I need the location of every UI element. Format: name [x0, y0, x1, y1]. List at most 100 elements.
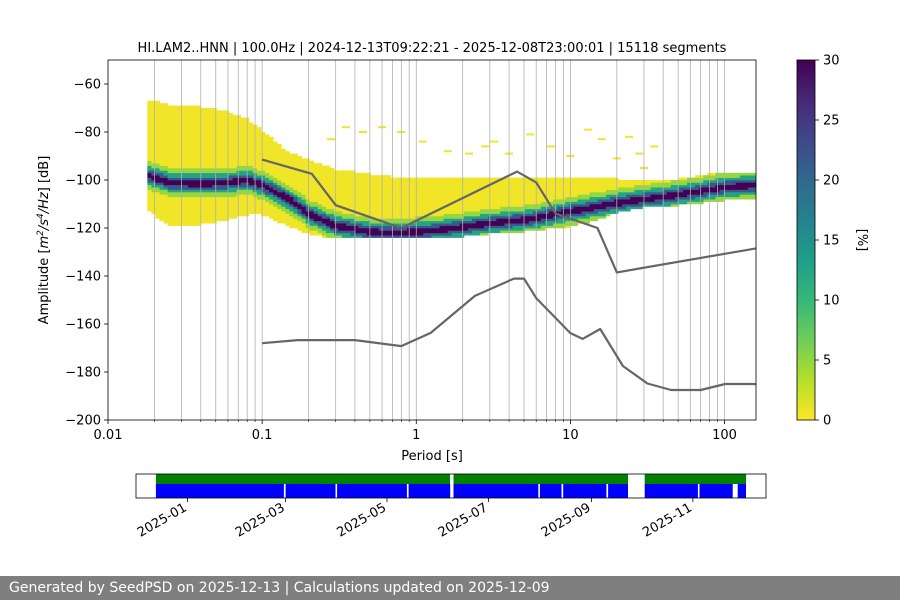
availability-date-ticks: 2025-01 2025-03 2025-05 2025-07 2025-09 2025-… — [135, 498, 695, 541]
psd-cell — [557, 204, 562, 207]
psd-cell — [378, 194, 384, 198]
psd-cell — [147, 168, 152, 171]
psd-cell — [467, 230, 473, 234]
psd-cell — [248, 208, 254, 212]
psd-cell — [281, 218, 286, 222]
psd-cell — [240, 192, 246, 195]
psd-cell — [358, 216, 363, 219]
psd-cell — [204, 218, 209, 222]
psd-cell — [463, 206, 469, 210]
psd-cell — [451, 192, 457, 195]
psd-cell — [362, 216, 367, 219]
psd-cell — [301, 218, 306, 222]
psd-cell — [232, 139, 238, 142]
psd-cell — [366, 187, 371, 190]
psd-cell — [419, 192, 424, 195]
psd-cell — [443, 232, 449, 236]
psd-cell — [390, 189, 396, 193]
psd-cell — [402, 223, 408, 226]
psd-cell — [260, 134, 266, 138]
psd-cell — [151, 122, 156, 126]
psd-cell — [228, 201, 233, 205]
psd-cell — [204, 187, 209, 190]
psd-cell — [317, 172, 323, 176]
psd-cell — [248, 136, 254, 140]
psd-cell — [362, 206, 367, 210]
psd-cell — [350, 218, 355, 222]
psd-cell — [719, 180, 724, 183]
psd-cell — [747, 177, 753, 181]
psd-cell — [313, 189, 319, 193]
psd-cell — [325, 235, 331, 238]
psd-cell — [248, 141, 254, 145]
psd-cell — [419, 213, 424, 217]
psd-cell — [593, 177, 599, 181]
psd-cell — [402, 208, 408, 212]
psd-cell — [577, 182, 582, 186]
psd-cell — [224, 172, 229, 176]
psd-cell — [216, 216, 221, 219]
psd-cell — [191, 110, 197, 114]
psd-cell — [309, 228, 315, 231]
psd-cell — [394, 206, 400, 210]
psd-cell — [191, 182, 197, 186]
psd-cell — [743, 180, 749, 183]
psd-cell — [155, 165, 160, 169]
psd-cell — [419, 196, 424, 200]
psd-cell — [167, 151, 173, 154]
psd-cell — [439, 194, 444, 198]
psd-cell — [581, 213, 586, 217]
psd-cell — [159, 144, 164, 147]
psd-outlier — [465, 152, 473, 155]
psd-cell — [163, 120, 169, 123]
psd-cell — [467, 201, 473, 205]
psd-cell — [670, 201, 676, 205]
psd-cell — [443, 189, 449, 193]
psd-cell — [159, 110, 164, 114]
psd-cell — [386, 211, 392, 214]
psd-cell — [236, 170, 242, 174]
psd-cell — [163, 132, 169, 135]
psd-cell — [350, 187, 355, 190]
psd-cell — [236, 136, 242, 140]
psd-cell — [613, 196, 619, 200]
psd-cell — [605, 213, 611, 217]
psd-cell — [618, 204, 623, 207]
psd-cell — [739, 187, 745, 190]
psd-cell — [589, 194, 595, 198]
psd-cell — [305, 213, 311, 217]
psd-cell — [496, 204, 501, 207]
psd-cell — [520, 223, 526, 226]
psd-cell — [147, 117, 152, 121]
psd-cell — [411, 192, 416, 195]
psd-cell — [545, 213, 550, 217]
psd-cell — [415, 201, 420, 205]
psd-cell — [240, 144, 246, 147]
psd-cell — [204, 199, 209, 202]
psd-cell — [338, 170, 343, 174]
psd-cell — [204, 139, 209, 142]
psd-cell — [459, 223, 465, 226]
psd-cell — [358, 177, 363, 181]
psd-cell — [269, 189, 274, 193]
psd-cell — [597, 213, 603, 217]
psd-cell — [338, 230, 343, 234]
psd-cell — [386, 175, 392, 178]
psd-cell — [224, 175, 229, 178]
psd-cell — [204, 132, 209, 135]
psd-cell — [334, 218, 339, 222]
psd-cell — [289, 180, 294, 183]
psd-cell — [346, 228, 351, 231]
psd-cell — [224, 127, 229, 130]
psd-cell — [187, 204, 193, 207]
psd-cell — [191, 216, 197, 219]
psd-cell — [601, 177, 607, 181]
psd-cell — [269, 151, 274, 154]
psd-cell — [703, 196, 708, 200]
psd-cell — [273, 204, 278, 207]
psd-cell — [167, 136, 173, 140]
psd-cell — [163, 172, 169, 176]
psd-cell — [224, 199, 229, 202]
psd-cell — [378, 182, 384, 186]
psd-cell — [435, 204, 440, 207]
